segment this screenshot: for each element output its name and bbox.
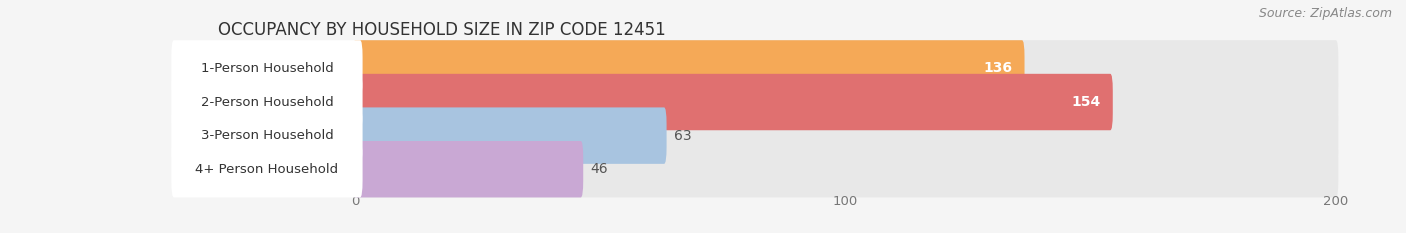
Text: 154: 154 [1071,95,1101,109]
FancyBboxPatch shape [353,40,1339,97]
FancyBboxPatch shape [353,40,1025,97]
FancyBboxPatch shape [172,74,363,130]
Text: 136: 136 [983,62,1012,75]
FancyBboxPatch shape [172,141,363,197]
FancyBboxPatch shape [353,141,1339,197]
Text: OCCUPANCY BY HOUSEHOLD SIZE IN ZIP CODE 12451: OCCUPANCY BY HOUSEHOLD SIZE IN ZIP CODE … [218,21,665,39]
FancyBboxPatch shape [353,107,1339,164]
Text: 46: 46 [591,162,609,176]
FancyBboxPatch shape [353,107,666,164]
Text: 3-Person Household: 3-Person Household [201,129,333,142]
Text: 4+ Person Household: 4+ Person Household [195,163,339,176]
Text: 63: 63 [673,129,692,143]
Text: 1-Person Household: 1-Person Household [201,62,333,75]
FancyBboxPatch shape [172,40,363,97]
FancyBboxPatch shape [353,74,1339,130]
FancyBboxPatch shape [172,107,363,164]
Text: Source: ZipAtlas.com: Source: ZipAtlas.com [1258,7,1392,20]
FancyBboxPatch shape [353,141,583,197]
Text: 2-Person Household: 2-Person Household [201,96,333,109]
FancyBboxPatch shape [353,74,1112,130]
